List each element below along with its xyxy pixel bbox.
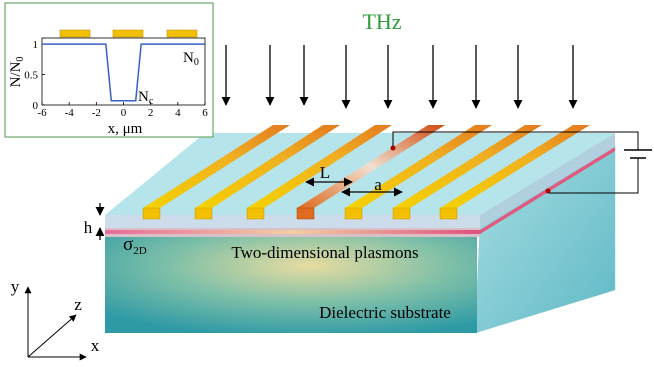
sigma-sub: 2D (133, 245, 147, 257)
x-tick-label: -4 (65, 107, 75, 119)
y-tick-label: 0.5 (24, 70, 38, 82)
x-tick-label: -2 (92, 107, 101, 119)
x-tick-label: 4 (175, 107, 181, 119)
gap-label: a (374, 175, 382, 194)
inset-gate (167, 30, 197, 37)
x-tick-label: 2 (148, 107, 154, 119)
inset-gate (113, 30, 143, 37)
thz-arrows (226, 45, 573, 108)
inset-y-label-base: N/N (8, 61, 24, 87)
inset-gate (60, 30, 90, 37)
x-tick-label: 0 (121, 107, 127, 119)
y-tick-label: 1 (33, 39, 39, 51)
y-tick-label: 0 (33, 100, 39, 112)
curve-label-sub: 0 (194, 57, 199, 68)
inset-y-label-sub: 0 (15, 57, 26, 62)
substrate-label: Dielectric substrate (319, 303, 451, 322)
axis-x-label: x (91, 336, 100, 355)
x-tick-label: -6 (37, 107, 47, 119)
curve-label-base: N (138, 89, 149, 105)
thickness-label: h (84, 218, 93, 237)
sigma-base: σ (123, 234, 133, 255)
period-label: L (320, 163, 330, 182)
curve-label-base: N (183, 50, 194, 66)
inset-x-label: x, μm (108, 121, 143, 137)
diagram: THz L a h σ2D Two-dimensional plasmons D… (0, 0, 654, 367)
axis-y-label: y (11, 277, 20, 296)
axis-z-label: z (74, 295, 82, 314)
thz-label: THz (362, 9, 401, 34)
x-tick-label: 6 (202, 107, 208, 119)
plasmons-label: Two-dimensional plasmons (231, 243, 418, 262)
